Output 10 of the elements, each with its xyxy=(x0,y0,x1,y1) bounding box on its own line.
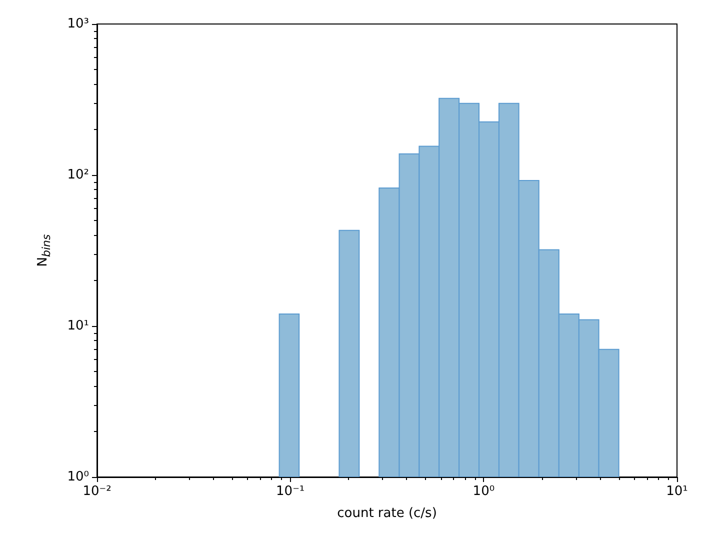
y-tick-label: 10⁰ xyxy=(67,470,89,484)
x-tick-label: 10⁻² xyxy=(82,484,112,499)
y-tick-label: 10³ xyxy=(67,16,89,32)
x-tick-label: 10⁻¹ xyxy=(276,484,305,499)
x-tick-label: 10⁰ xyxy=(472,484,495,499)
y-tick-label: 10² xyxy=(67,168,89,182)
y-tick-label: 10¹ xyxy=(67,318,89,334)
x-tick-label: 10¹ xyxy=(666,484,688,499)
x-axis-title: count rate (c/s) xyxy=(337,506,437,521)
y-axis-title: Nbins xyxy=(36,234,53,267)
